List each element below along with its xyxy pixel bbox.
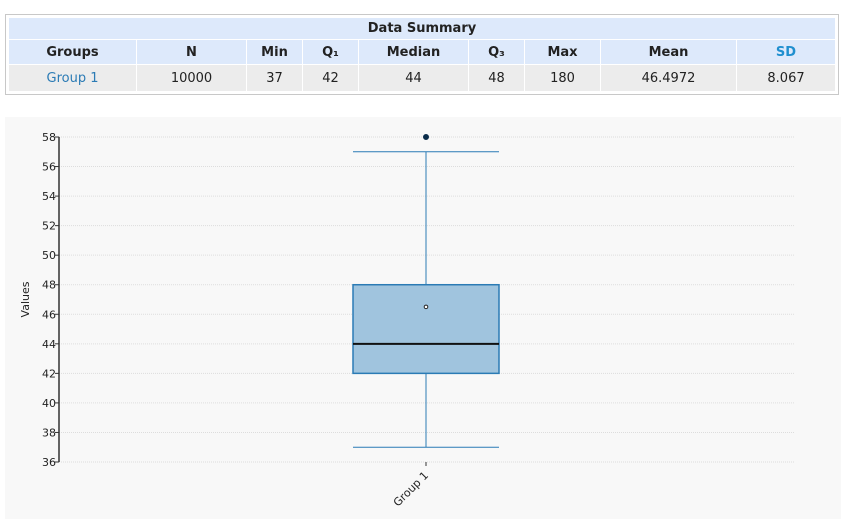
- y-tick-label-56: 56: [42, 161, 56, 174]
- y-tick-label-50: 50: [42, 249, 56, 262]
- cell-q1: 42: [302, 64, 359, 92]
- y-tick-label-46: 46: [42, 308, 56, 321]
- iqr-box: [352, 283, 500, 375]
- table-row: Group 1 10000 37 42 44 48 180 46.4972 8.…: [8, 64, 836, 92]
- data-summary-panel: Data Summary Groups N Min Q₁ Median Q₃ M…: [5, 14, 839, 95]
- cell-q3: 48: [468, 64, 525, 92]
- y-tick-label-38: 38: [42, 426, 56, 439]
- y-tick-label-48: 48: [42, 279, 56, 292]
- cell-sd: 8.067: [736, 64, 836, 92]
- cell-max: 180: [524, 64, 601, 92]
- cell-n: 10000: [136, 64, 247, 92]
- header-q3: Q₃: [468, 39, 525, 65]
- x-tick-label-1: Group 1: [391, 469, 431, 509]
- header-groups: Groups: [8, 39, 137, 65]
- header-q1: Q₁: [302, 39, 359, 65]
- y-tick-label-54: 54: [42, 190, 56, 203]
- header-min: Min: [246, 39, 303, 65]
- header-mean: Mean: [600, 39, 737, 65]
- y-tick-label-36: 36: [42, 456, 56, 469]
- table-title: Data Summary: [8, 17, 836, 40]
- header-median: Median: [358, 39, 469, 65]
- plot-area: [352, 134, 500, 448]
- y-tick-label-40: 40: [42, 397, 56, 410]
- cell-median: 44: [358, 64, 469, 92]
- y-tick-label-58: 58: [42, 131, 56, 144]
- header-sd[interactable]: SD: [736, 39, 836, 65]
- data-summary-table: Data Summary Groups N Min Q₁ Median Q₃ M…: [8, 17, 836, 92]
- header-max: Max: [524, 39, 601, 65]
- outlier-point-1: [423, 134, 429, 140]
- y-axis-title: Values: [19, 281, 32, 317]
- y-tick-label-42: 42: [42, 367, 56, 380]
- cell-group[interactable]: Group 1: [8, 64, 137, 92]
- y-tick-label-44: 44: [42, 338, 56, 351]
- header-n: N: [136, 39, 247, 65]
- mean-marker: [423, 304, 429, 310]
- box-group-1: [352, 134, 500, 448]
- boxplot-chart: 36 38 40 42 44 46 48 50 52 54 56 58 Group 1 Values: [19, 131, 795, 509]
- y-tick-label-52: 52: [42, 220, 56, 233]
- cell-mean: 46.4972: [600, 64, 737, 92]
- boxplot-chart-panel: 36 38 40 42 44 46 48 50 52 54 56 58 Group 1 Values: [5, 117, 841, 519]
- cell-min: 37: [246, 64, 303, 92]
